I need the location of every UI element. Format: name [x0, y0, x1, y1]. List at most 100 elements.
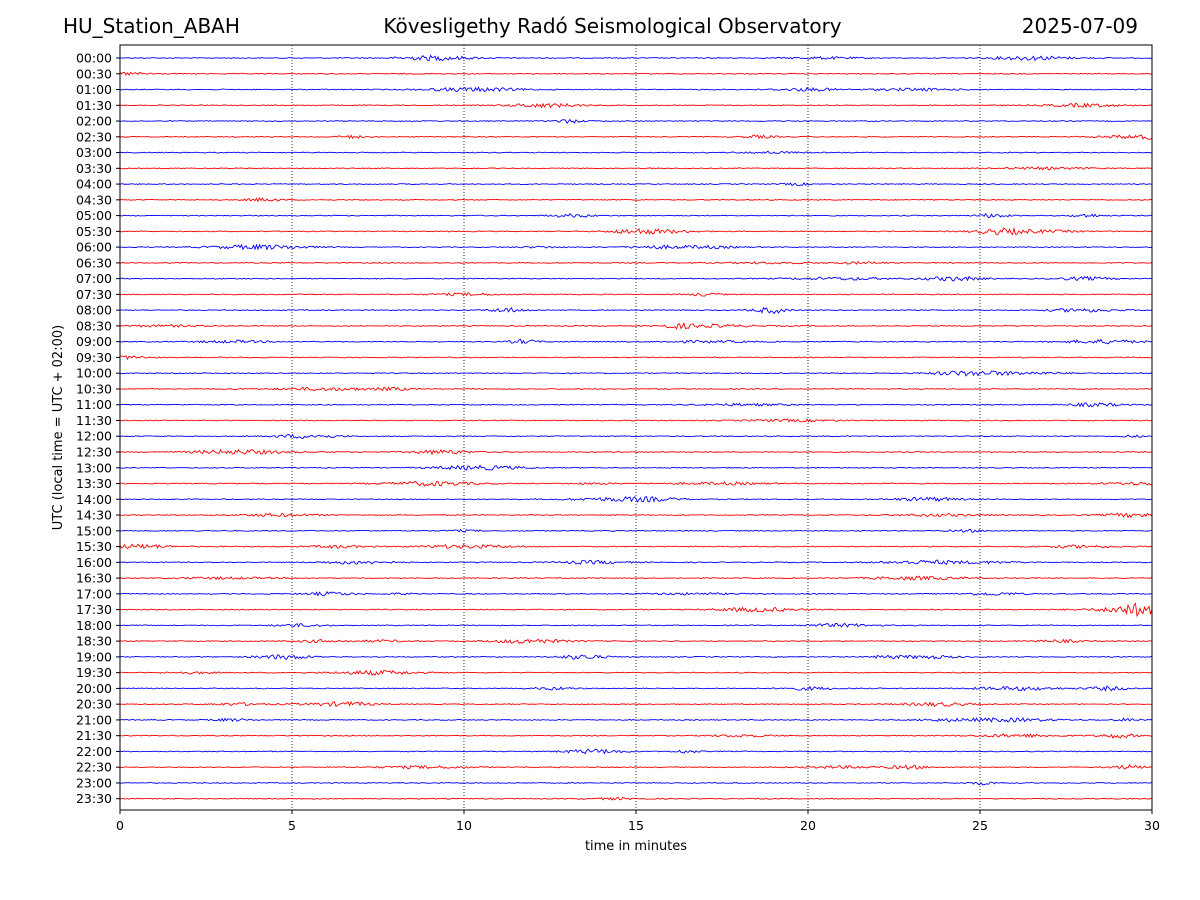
x-tick-label: 0 — [116, 818, 124, 833]
y-tick-label: 04:30 — [76, 192, 112, 207]
seismic-trace — [119, 102, 1153, 109]
y-tick-label: 11:00 — [76, 397, 112, 412]
x-tick-label: 30 — [1144, 818, 1160, 833]
y-tick-label: 23:00 — [76, 775, 112, 790]
y-tick-label: 06:30 — [76, 255, 112, 270]
seismic-trace — [119, 322, 1153, 330]
seismic-trace — [119, 226, 1153, 236]
seismic-trace — [119, 134, 1153, 140]
y-tick-label: 18:30 — [76, 634, 112, 649]
y-tick-label: 00:00 — [76, 51, 112, 66]
seismic-trace — [119, 71, 1153, 76]
seismic-trace — [119, 512, 1153, 519]
y-tick-label: 11:30 — [76, 413, 112, 428]
seismic-trace — [119, 306, 1153, 315]
y-tick-label: 17:30 — [76, 602, 112, 617]
seismic-trace — [119, 150, 1153, 155]
y-tick-label: 09:30 — [76, 350, 112, 365]
seismic-trace — [119, 528, 1153, 533]
y-tick-label: 02:30 — [76, 129, 112, 144]
seismic-trace — [119, 796, 1153, 801]
seismic-trace — [119, 370, 1153, 377]
seismic-trace — [119, 260, 1153, 265]
y-tick-label: 20:00 — [76, 681, 112, 696]
seismic-trace — [119, 748, 1153, 755]
seismic-trace — [119, 386, 1153, 392]
y-tick-label: 16:30 — [76, 571, 112, 586]
y-tick-label: 23:30 — [76, 791, 112, 806]
x-tick-label: 15 — [628, 818, 644, 833]
y-tick-label: 20:30 — [76, 697, 112, 712]
y-tick-label: 13:30 — [76, 476, 112, 491]
seismic-trace — [119, 243, 1153, 251]
y-tick-label: 08:00 — [76, 303, 112, 318]
y-tick-label: 07:00 — [76, 271, 112, 286]
x-axis-label: time in minutes — [585, 839, 687, 854]
seismic-trace — [119, 496, 1153, 503]
y-tick-label: 05:00 — [76, 208, 112, 223]
seismic-trace — [119, 166, 1153, 171]
seismic-trace — [119, 54, 1153, 62]
seismic-trace — [119, 685, 1153, 692]
y-tick-label: 10:00 — [76, 366, 112, 381]
y-tick-label: 15:00 — [76, 523, 112, 538]
seismic-trace — [119, 338, 1153, 345]
seismic-trace — [119, 197, 1153, 203]
seismic-trace — [119, 433, 1153, 439]
y-tick-label: 03:00 — [76, 145, 112, 160]
y-tick-label: 22:30 — [76, 760, 112, 775]
x-tick-label: 5 — [288, 818, 296, 833]
seismic-trace — [119, 480, 1153, 487]
y-tick-label: 04:00 — [76, 177, 112, 192]
seismic-trace — [119, 212, 1153, 219]
seismic-trace — [119, 559, 1153, 566]
y-tick-label: 16:00 — [76, 555, 112, 570]
seismic-trace — [119, 781, 1153, 786]
y-tick-label: 21:30 — [76, 728, 112, 743]
y-tick-label: 17:00 — [76, 586, 112, 601]
x-tick-label: 10 — [456, 818, 472, 833]
y-tick-label: 19:00 — [76, 649, 112, 664]
seismic-trace — [119, 717, 1153, 723]
seismic-trace — [119, 669, 1153, 676]
y-tick-label: 02:00 — [76, 114, 112, 129]
x-tick-label: 25 — [972, 818, 988, 833]
seismic-trace — [119, 292, 1153, 297]
y-tick-label: 10:30 — [76, 381, 112, 396]
y-tick-label: 22:00 — [76, 744, 112, 759]
y-tick-label: 12:00 — [76, 429, 112, 444]
seismic-trace — [120, 622, 1153, 628]
seismic-trace — [119, 638, 1153, 644]
station-name: HU_Station_ABAH — [63, 14, 240, 38]
chart-date: 2025-07-09 — [1021, 14, 1138, 38]
y-tick-label: 14:30 — [76, 508, 112, 523]
seismic-trace — [119, 86, 1153, 93]
chart-title: Kövesligethy Radó Seismological Observat… — [383, 14, 842, 38]
y-tick-label: 01:30 — [76, 98, 112, 113]
seismic-trace — [119, 418, 1153, 423]
seismic-trace — [119, 275, 1153, 282]
y-tick-label: 18:00 — [76, 618, 112, 633]
seismic-trace — [119, 733, 1153, 739]
seismic-trace — [119, 402, 1153, 408]
seismic-trace — [119, 355, 1153, 361]
seismic-trace — [119, 764, 1153, 770]
y-tick-label: 14:00 — [76, 492, 112, 507]
seismic-trace — [119, 700, 1153, 708]
y-tick-label: 01:00 — [76, 82, 112, 97]
seismic-trace — [119, 464, 1153, 471]
seismic-trace — [119, 654, 1153, 661]
y-tick-label: 03:30 — [76, 161, 112, 176]
y-tick-label: 12:30 — [76, 445, 112, 460]
seismic-trace — [119, 118, 1153, 124]
seismic-trace — [119, 543, 1153, 550]
y-tick-label: 21:00 — [76, 712, 112, 727]
seismic-trace — [119, 602, 1153, 618]
y-tick-label: 00:30 — [76, 66, 112, 81]
seismic-trace — [119, 575, 1153, 581]
y-tick-label: 06:00 — [76, 240, 112, 255]
y-tick-label: 13:00 — [76, 460, 112, 475]
x-tick-label: 20 — [800, 818, 816, 833]
y-tick-label: 07:30 — [76, 287, 112, 302]
